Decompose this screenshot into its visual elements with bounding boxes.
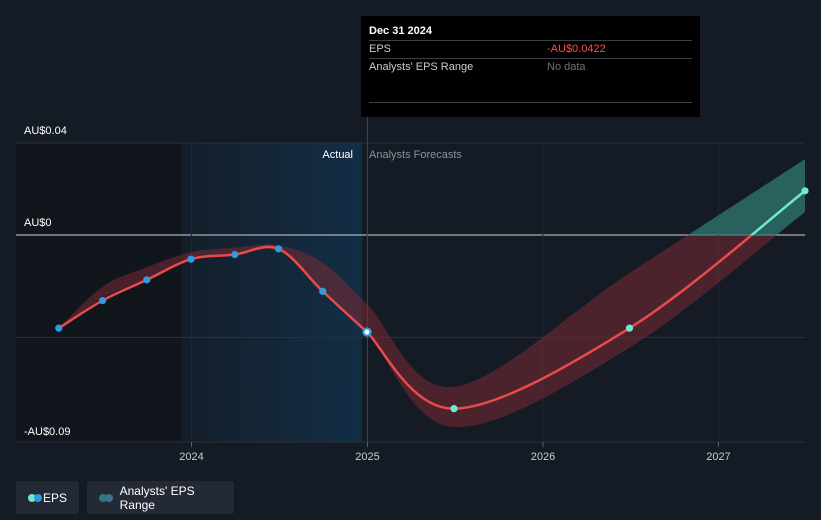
x-tick-label: 2026 <box>531 451 555 463</box>
tooltip-range-label: Analysts' EPS Range <box>369 61 474 73</box>
eps-forecast-point <box>450 405 458 413</box>
eps-line-actual <box>58 245 368 333</box>
eps-actual-point <box>98 296 107 305</box>
tooltip-row-range: Analysts' EPS Range No data <box>369 58 692 76</box>
x-axis: 2024 2025 2026 2027 <box>179 442 731 463</box>
eps-actual-point <box>231 250 239 259</box>
x-tick-label: 2027 <box>706 451 730 463</box>
range-legend-icon <box>99 493 113 502</box>
x-tick-label: 2024 <box>179 451 203 463</box>
eps-forecast-point <box>801 187 809 195</box>
tooltip-date: Dec 31 2024 <box>369 25 432 37</box>
tooltip-range-value: No data <box>547 61 586 73</box>
eps-legend-icon <box>28 493 42 502</box>
tooltip-row-eps: EPS -AU$0.0422 <box>369 40 692 58</box>
eps-actual-point <box>55 324 63 332</box>
legend-eps-label: EPS <box>42 490 67 505</box>
actual-label: Actual <box>322 149 353 161</box>
eps-actual-point <box>274 245 283 253</box>
y-tick-label: -AU$0.09 <box>24 426 70 438</box>
eps-lines <box>58 189 806 410</box>
tooltip-eps-label: EPS <box>369 43 392 55</box>
legend-eps-button[interactable]: EPS <box>16 481 79 514</box>
tooltip-eps-value: -AU$0.0422 <box>547 43 606 55</box>
eps-range-band-negative <box>58 235 777 428</box>
tooltip-divider <box>369 102 692 103</box>
tooltip: Dec 31 2024 EPS -AU$0.0422 Analysts' EPS… <box>361 16 700 117</box>
legend-range-label: Analysts' EPS Range <box>119 483 195 512</box>
eps-actual-point <box>362 327 372 337</box>
eps-line-forecast <box>366 235 754 410</box>
eps-forecast-point <box>625 324 634 332</box>
eps-actual-point <box>143 276 151 284</box>
y-tick-label: AU$0.04 <box>24 125 67 137</box>
eps-actual-point <box>187 255 195 263</box>
legend-range-button[interactable]: Analysts' EPS Range <box>87 481 234 514</box>
y-tick-label: AU$0 <box>24 217 52 229</box>
eps-actual-point <box>319 287 327 295</box>
forecast-label: Analysts Forecasts <box>369 149 462 161</box>
x-tick-label: 2025 <box>355 451 379 463</box>
y-axis: AU$0.04 AU$0 -AU$0.09 <box>24 125 70 438</box>
eps-points <box>55 187 809 413</box>
